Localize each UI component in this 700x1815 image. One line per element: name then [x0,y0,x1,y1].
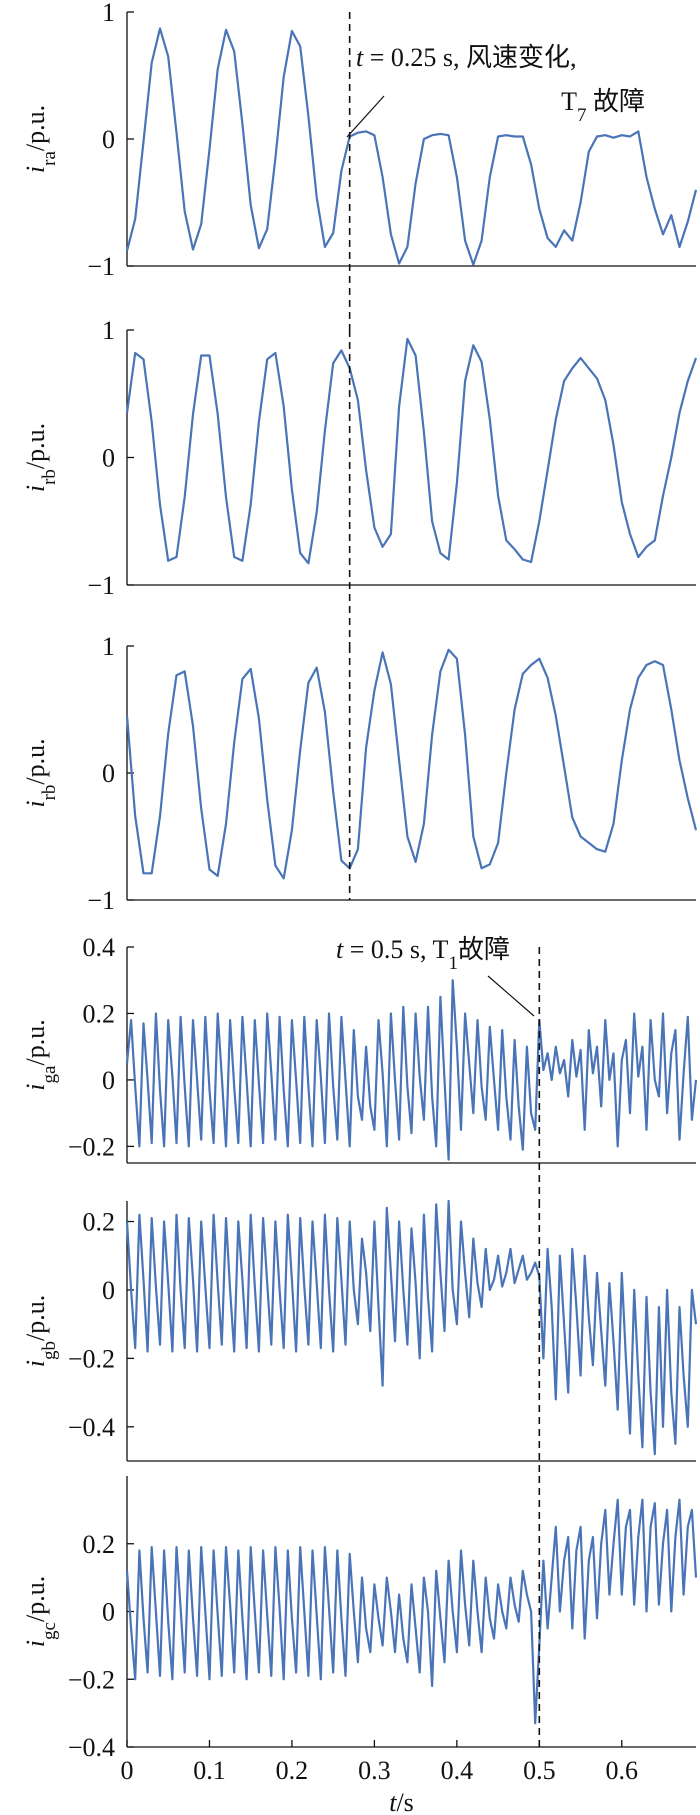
y-tick-label: −0.2 [68,1665,115,1694]
y-tick-label: −0.4 [68,1733,115,1762]
text-part: T [561,87,577,116]
y-axis-label: igb/p.u. [21,1295,60,1367]
text-part: /p.u. [21,1576,50,1622]
series-line [125,337,698,565]
annotation: T7 故障 [561,87,645,126]
text-part: /p.u. [21,738,50,784]
y-tick-label: 0.4 [83,933,116,962]
x-tick-label: 0.5 [523,1756,556,1785]
x-tick-label: 0.2 [276,1756,309,1785]
text-part: 故障 [586,87,645,116]
annotation: t = 0.25 s, 风速变化, [356,43,577,72]
y-tick-label: 0.2 [83,999,116,1028]
y-tick-label: 0 [102,125,115,154]
y-tick-label: 0 [102,1066,115,1095]
text-part: i [21,1360,50,1367]
series-line [125,1199,698,1456]
y-tick-label: 0 [102,1276,115,1305]
y-axis-label: irb/p.u. [21,738,60,807]
text-part: /p.u. [21,1295,50,1341]
text-part: gb [39,1341,60,1360]
x-tick-label: 0 [121,1756,134,1785]
text-part: i [21,1640,50,1647]
text-part: 1 [448,953,458,974]
text-part: i [21,166,50,173]
y-tick-label: −0.4 [68,1413,115,1442]
y-axis-label: ira/p.u. [21,105,60,173]
text-part: = 0.5 s, T [343,935,448,964]
y-tick-label: 0 [102,444,115,473]
y-tick-label: −0.2 [68,1344,115,1373]
x-tick-label: 0.4 [441,1756,474,1785]
leader-line [487,975,535,1017]
y-tick-label: 0.2 [83,1208,116,1237]
y-tick-label: −1 [87,886,115,915]
text-part: i [21,485,50,492]
text-part: ra [39,151,60,166]
text-part: = 0.25 s, 风速变化, [363,43,576,72]
x-axis-label: t/s [389,1788,414,1815]
y-tick-label: −0.2 [68,1132,115,1161]
text-part: i [21,1083,50,1090]
text-part: t [389,1788,397,1815]
y-tick-label: 1 [102,632,115,661]
text-part: t [336,935,344,964]
text-part: /p.u. [21,1019,50,1065]
x-tick-label: 0.1 [193,1756,226,1785]
y-tick-label: 1 [102,316,115,345]
annotation: t = 0.5 s, T1故障 [336,935,510,974]
text-part: ga [39,1065,60,1084]
text-part: 故障 [458,935,510,964]
text-part: /s [396,1788,413,1815]
y-tick-label: 0.2 [83,1530,116,1559]
text-part: 7 [577,105,587,126]
text-part: /p.u. [21,423,50,469]
x-tick-label: 0.3 [358,1756,391,1785]
y-tick-label: −1 [87,571,115,600]
text-part: rb [39,785,60,801]
series-line [125,979,698,1161]
y-axis-label: igc/p.u. [21,1576,60,1647]
leader-line [346,95,385,138]
series-line [125,648,698,880]
text-part: /p.u. [21,105,50,151]
y-tick-label: 1 [102,0,115,27]
x-tick-label: 0.6 [606,1756,639,1785]
y-tick-label: −1 [87,252,115,281]
y-tick-label: 0 [102,759,115,788]
text-part: gc [39,1622,60,1640]
series-line [125,1498,698,1725]
text-part: t [356,43,364,72]
series-line [125,27,698,266]
y-axis-label: irb/p.u. [21,423,60,492]
text-part: rb [39,469,60,485]
y-tick-label: 0 [102,1598,115,1627]
y-axis-label: iga/p.u. [21,1019,60,1090]
text-part: i [21,800,50,807]
